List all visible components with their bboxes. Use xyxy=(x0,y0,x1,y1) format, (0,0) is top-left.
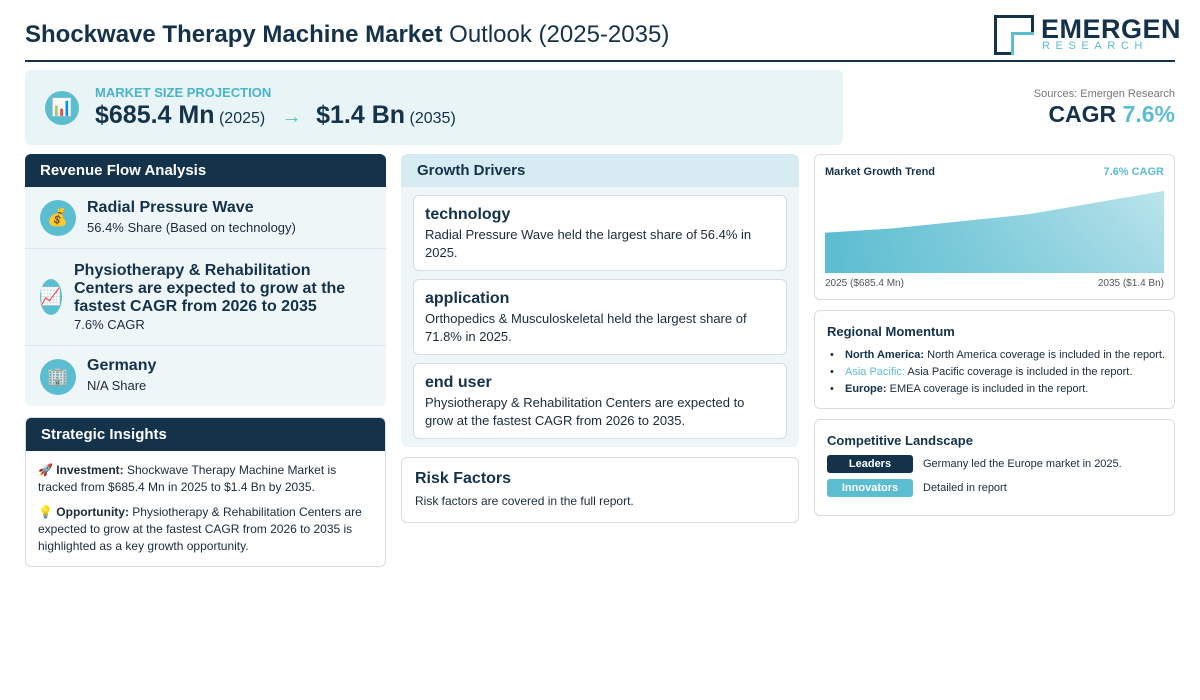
revenue-item-title: Radial Pressure Wave xyxy=(87,199,254,216)
leaders-badge: Leaders xyxy=(827,455,913,473)
sources-text: Sources: Emergen Research xyxy=(1033,88,1175,100)
projection-values: $685.4 Mn (2025) → $1.4 Bn (2035) xyxy=(95,101,456,130)
growth-trend-chart xyxy=(825,190,1164,273)
market-growth-trend-panel: Market Growth Trend 7.6% CAGR 2025 ($685… xyxy=(814,154,1175,300)
end-year: (2035) xyxy=(409,110,456,127)
driver-card-text: Orthopedics & Musculoskeletal held the l… xyxy=(425,311,747,344)
investment-insight: 🚀 Investment: Shockwave Therapy Machine … xyxy=(38,462,376,496)
risk-text: Risk factors are covered in the full rep… xyxy=(415,494,634,508)
start-value: $685.4 Mn xyxy=(95,101,215,129)
rocket-icon: 🚀 xyxy=(38,463,53,477)
regional-title: Regional Momentum xyxy=(827,324,955,339)
region-item: Asia Pacific: Asia Pacific coverage is i… xyxy=(827,364,1165,381)
revenue-item: 🏢 Germany N/A Share xyxy=(25,345,386,406)
region-item: North America: North America coverage is… xyxy=(827,347,1165,364)
money-bag-icon: 💰 xyxy=(40,200,76,236)
title-bold: Shockwave Therapy Machine Market xyxy=(25,21,443,48)
region-name: Europe: xyxy=(845,383,887,395)
title-rest: Outlook (2025-2035) xyxy=(442,21,670,48)
trend-chart-icon: 📈 xyxy=(40,279,62,315)
driver-card-title: end user xyxy=(425,374,492,391)
strategic-insights-heading: Strategic Insights xyxy=(26,418,385,451)
regional-list: North America: North America coverage is… xyxy=(827,347,1165,398)
revenue-item-title: Germany xyxy=(87,357,157,374)
driver-card: end user Physiotherapy & Rehabilitation … xyxy=(413,363,787,439)
trend-cagr: 7.6% CAGR xyxy=(1103,166,1164,178)
market-size-projection: 📊 MARKET SIZE PROJECTION $685.4 Mn (2025… xyxy=(25,70,843,145)
logo-name: EMERGEN xyxy=(1041,14,1182,44)
risk-title: Risk Factors xyxy=(415,470,512,487)
driver-card-title: application xyxy=(425,290,510,307)
revenue-item-sub: N/A Share xyxy=(87,378,147,393)
revenue-flow-heading: Revenue Flow Analysis xyxy=(25,154,386,187)
strategic-insights-panel: Strategic Insights 🚀 Investment: Shockwa… xyxy=(25,417,386,567)
emergen-logo: EMERGEN RESEARCH xyxy=(994,14,1181,55)
opportunity-label: Opportunity: xyxy=(56,505,129,519)
region-text: Asia Pacific coverage is included in the… xyxy=(904,366,1133,378)
revenue-item: 💰 Radial Pressure Wave 56.4% Share (Base… xyxy=(25,187,386,248)
regional-momentum-panel: Regional Momentum North America: North A… xyxy=(814,310,1175,409)
innovators-badge: Innovators xyxy=(827,479,913,497)
region-name: Asia Pacific: xyxy=(845,366,905,378)
page-header: Shockwave Therapy Machine Market Outlook… xyxy=(25,12,1181,62)
driver-card-title: technology xyxy=(425,206,511,223)
growth-drivers-panel: Growth Drivers technology Radial Pressur… xyxy=(401,154,799,447)
bar-chart-icon: 📊 xyxy=(45,91,79,125)
revenue-item: 📈 Physiotherapy & Rehabilitation Centers… xyxy=(25,248,386,345)
trend-start-label: 2025 ($685.4 Mn) xyxy=(825,278,904,289)
cagr-headline: CAGR 7.6% xyxy=(1048,101,1175,128)
end-value: $1.4 Bn xyxy=(316,101,406,129)
arrow-right-icon: → xyxy=(281,106,302,128)
revenue-flow-panel: Revenue Flow Analysis 💰 Radial Pressure … xyxy=(25,154,386,406)
region-name: North America: xyxy=(845,349,925,361)
cagr-label: CAGR xyxy=(1048,101,1123,127)
building-icon: 🏢 xyxy=(40,359,76,395)
logo-subtitle: RESEARCH xyxy=(1042,40,1148,52)
investment-label: Investment: xyxy=(56,463,124,477)
logo-mark-icon xyxy=(994,15,1034,55)
region-text: North America coverage is included in th… xyxy=(924,349,1165,361)
lightbulb-icon: 💡 xyxy=(38,505,53,519)
investment-text: Shockwave Therapy Machine Market is trac… xyxy=(38,463,337,494)
trend-area-shade xyxy=(825,190,1164,273)
growth-drivers-heading: Growth Drivers xyxy=(401,154,799,187)
projection-label: MARKET SIZE PROJECTION xyxy=(95,85,272,100)
driver-card: application Orthopedics & Musculoskeleta… xyxy=(413,279,787,355)
revenue-item-sub: 7.6% CAGR xyxy=(74,317,145,332)
trend-title: Market Growth Trend xyxy=(825,166,936,178)
cagr-value: 7.6% xyxy=(1122,101,1175,127)
opportunity-insight: 💡 Opportunity: Physiotherapy & Rehabilit… xyxy=(38,504,376,555)
page-title: Shockwave Therapy Machine Market Outlook… xyxy=(25,21,669,49)
competitive-landscape-panel: Competitive Landscape Leaders Germany le… xyxy=(814,419,1175,516)
innovators-text: Detailed in report xyxy=(923,482,1007,494)
leaders-text: Germany led the Europe market in 2025. xyxy=(923,458,1122,470)
competitive-title: Competitive Landscape xyxy=(827,433,973,448)
driver-card: technology Radial Pressure Wave held the… xyxy=(413,195,787,271)
risk-factors-panel: Risk Factors Risk factors are covered in… xyxy=(401,457,799,523)
trend-end-label: 2035 ($1.4 Bn) xyxy=(1097,278,1164,289)
region-item: Europe: EMEA coverage is included in the… xyxy=(827,381,1165,398)
start-year: (2025) xyxy=(218,110,266,127)
revenue-item-title: Physiotherapy & Rehabilitation Centers a… xyxy=(74,262,346,315)
region-text: EMEA coverage is included in the report. xyxy=(886,383,1089,395)
driver-card-text: Physiotherapy & Rehabilitation Centers a… xyxy=(425,395,745,428)
revenue-item-sub: 56.4% Share (Based on technology) xyxy=(87,220,296,235)
opportunity-text: Physiotherapy & Rehabilitation Centers a… xyxy=(38,505,362,553)
driver-card-text: Radial Pressure Wave held the largest sh… xyxy=(425,227,752,260)
